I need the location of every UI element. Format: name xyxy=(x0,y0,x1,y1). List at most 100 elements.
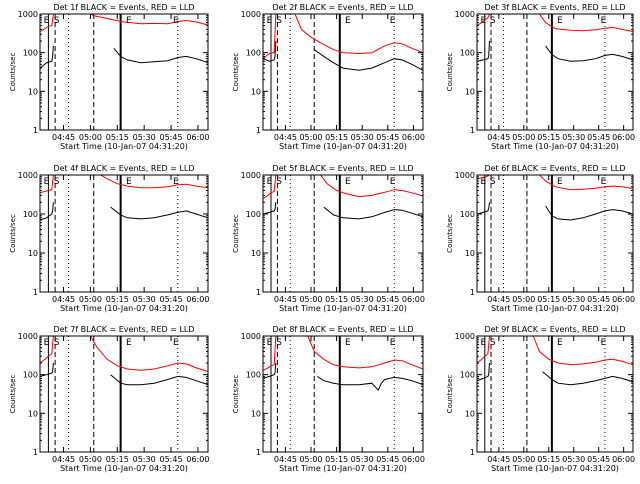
y-tick-label: 1000 xyxy=(455,171,475,180)
chart-title: Det 9f BLACK = Events, RED = LLD xyxy=(484,325,625,334)
y-tick-label: 1 xyxy=(470,288,475,297)
events-series-line xyxy=(476,362,490,382)
events-series-line xyxy=(542,371,634,386)
x-tick-label: 06:00 xyxy=(402,295,425,304)
y-tick-label: 1000 xyxy=(18,171,38,180)
x-tick-label: 05:45 xyxy=(160,455,183,464)
x-tick-label: 06:00 xyxy=(186,455,209,464)
x-axis-label: Start Time (10-Jan-07 04:31:20) xyxy=(279,142,407,151)
event-marker-label: E xyxy=(601,338,607,348)
chart-title: Det 6f BLACK = Events, RED = LLD xyxy=(484,164,625,173)
x-tick-label: 04:45 xyxy=(52,295,75,304)
event-marker-label: S xyxy=(276,338,282,348)
lld-series-line xyxy=(39,13,209,33)
x-tick-label: 05:15 xyxy=(537,133,560,142)
x-tick-label: 05:00 xyxy=(512,455,535,464)
y-tick-label: 1000 xyxy=(18,332,38,341)
x-tick-label: 04:45 xyxy=(487,295,510,304)
y-tick-label: 1000 xyxy=(241,332,261,341)
y-tick-label: 100 xyxy=(460,49,475,58)
y-tick-label: 10 xyxy=(465,409,475,418)
x-axis-label: Start Time (10-Jan-07 04:31:20) xyxy=(60,464,188,473)
x-tick-label: 05:30 xyxy=(351,295,374,304)
events-series-line xyxy=(545,205,634,221)
events-series-line xyxy=(39,202,54,221)
y-tick-label: 10 xyxy=(28,249,38,258)
plot-frame xyxy=(39,174,209,293)
plot-frame xyxy=(262,174,424,293)
chart-title: Det 1f BLACK = Events, RED = LLD xyxy=(53,3,194,12)
x-tick-label: 05:15 xyxy=(325,295,348,304)
event-marker-label: E xyxy=(345,16,351,26)
x-tick-label: 04:45 xyxy=(52,455,75,464)
chart-title: Det 4f BLACK = Events, RED = LLD xyxy=(53,164,194,173)
event-marker-label: E xyxy=(345,338,351,348)
events-series-line xyxy=(113,47,209,64)
x-tick-label: 05:30 xyxy=(133,295,156,304)
plot-frame xyxy=(39,13,209,131)
x-tick-label: 06:00 xyxy=(612,455,635,464)
x-tick-label: 05:00 xyxy=(299,133,322,142)
lld-series-line xyxy=(39,174,209,194)
events-series-line xyxy=(323,206,424,220)
y-axis-label: Counts/sec xyxy=(9,53,17,92)
event-marker-label: E xyxy=(267,338,273,348)
y-tick-label: 100 xyxy=(23,210,38,219)
x-tick-label: 05:00 xyxy=(512,295,535,304)
x-tick-label: 06:00 xyxy=(612,295,635,304)
event-marker-label: S xyxy=(54,177,60,187)
x-tick-label: 05:30 xyxy=(351,133,374,142)
events-series-line xyxy=(476,202,490,215)
event-marker-label: S xyxy=(54,16,60,26)
y-axis-label: Counts/sec xyxy=(9,375,17,414)
x-tick-label: 05:30 xyxy=(133,455,156,464)
event-marker-label: E xyxy=(126,338,132,348)
y-tick-label: 10 xyxy=(465,87,475,96)
y-tick-label: 1 xyxy=(470,126,475,135)
x-tick-label: 05:45 xyxy=(160,295,183,304)
x-tick-label: 05:30 xyxy=(562,455,585,464)
event-marker-label: E xyxy=(601,177,607,187)
x-tick-label: 05:45 xyxy=(376,295,399,304)
events-series-line xyxy=(39,45,54,69)
y-tick-label: 1000 xyxy=(241,10,261,19)
y-axis-label: Counts/sec xyxy=(446,214,454,253)
y-tick-label: 1000 xyxy=(241,171,261,180)
chart-title: Det 5f BLACK = Events, RED = LLD xyxy=(272,164,413,173)
event-marker-label: E xyxy=(44,177,50,187)
x-tick-label: 06:00 xyxy=(402,455,425,464)
x-tick-label: 05:45 xyxy=(160,133,183,142)
events-series-line xyxy=(545,45,634,62)
plot-frame xyxy=(476,174,634,293)
chart-title: Det 3f BLACK = Events, RED = LLD xyxy=(484,3,625,12)
y-tick-label: 100 xyxy=(246,371,261,380)
events-series-line xyxy=(262,40,277,62)
x-tick-label: 06:00 xyxy=(402,133,425,142)
x-tick-label: 05:15 xyxy=(106,133,129,142)
y-tick-label: 1 xyxy=(470,448,475,457)
y-axis-label: Counts/sec xyxy=(9,214,17,253)
y-axis-label: Counts/sec xyxy=(446,53,454,92)
x-tick-label: 05:15 xyxy=(537,295,560,304)
event-marker-label: E xyxy=(481,338,487,348)
x-tick-label: 05:15 xyxy=(325,133,348,142)
event-marker-label: S xyxy=(490,338,496,348)
lld-series-line xyxy=(476,13,634,33)
plot-frame xyxy=(39,335,209,453)
x-tick-label: 05:00 xyxy=(299,295,322,304)
y-axis-label: Counts/sec xyxy=(232,53,240,92)
event-marker-label: E xyxy=(557,338,563,348)
events-series-line xyxy=(476,40,490,62)
y-tick-label: 10 xyxy=(28,87,38,96)
plot-frame xyxy=(476,335,634,453)
event-marker-label: S xyxy=(490,16,496,26)
